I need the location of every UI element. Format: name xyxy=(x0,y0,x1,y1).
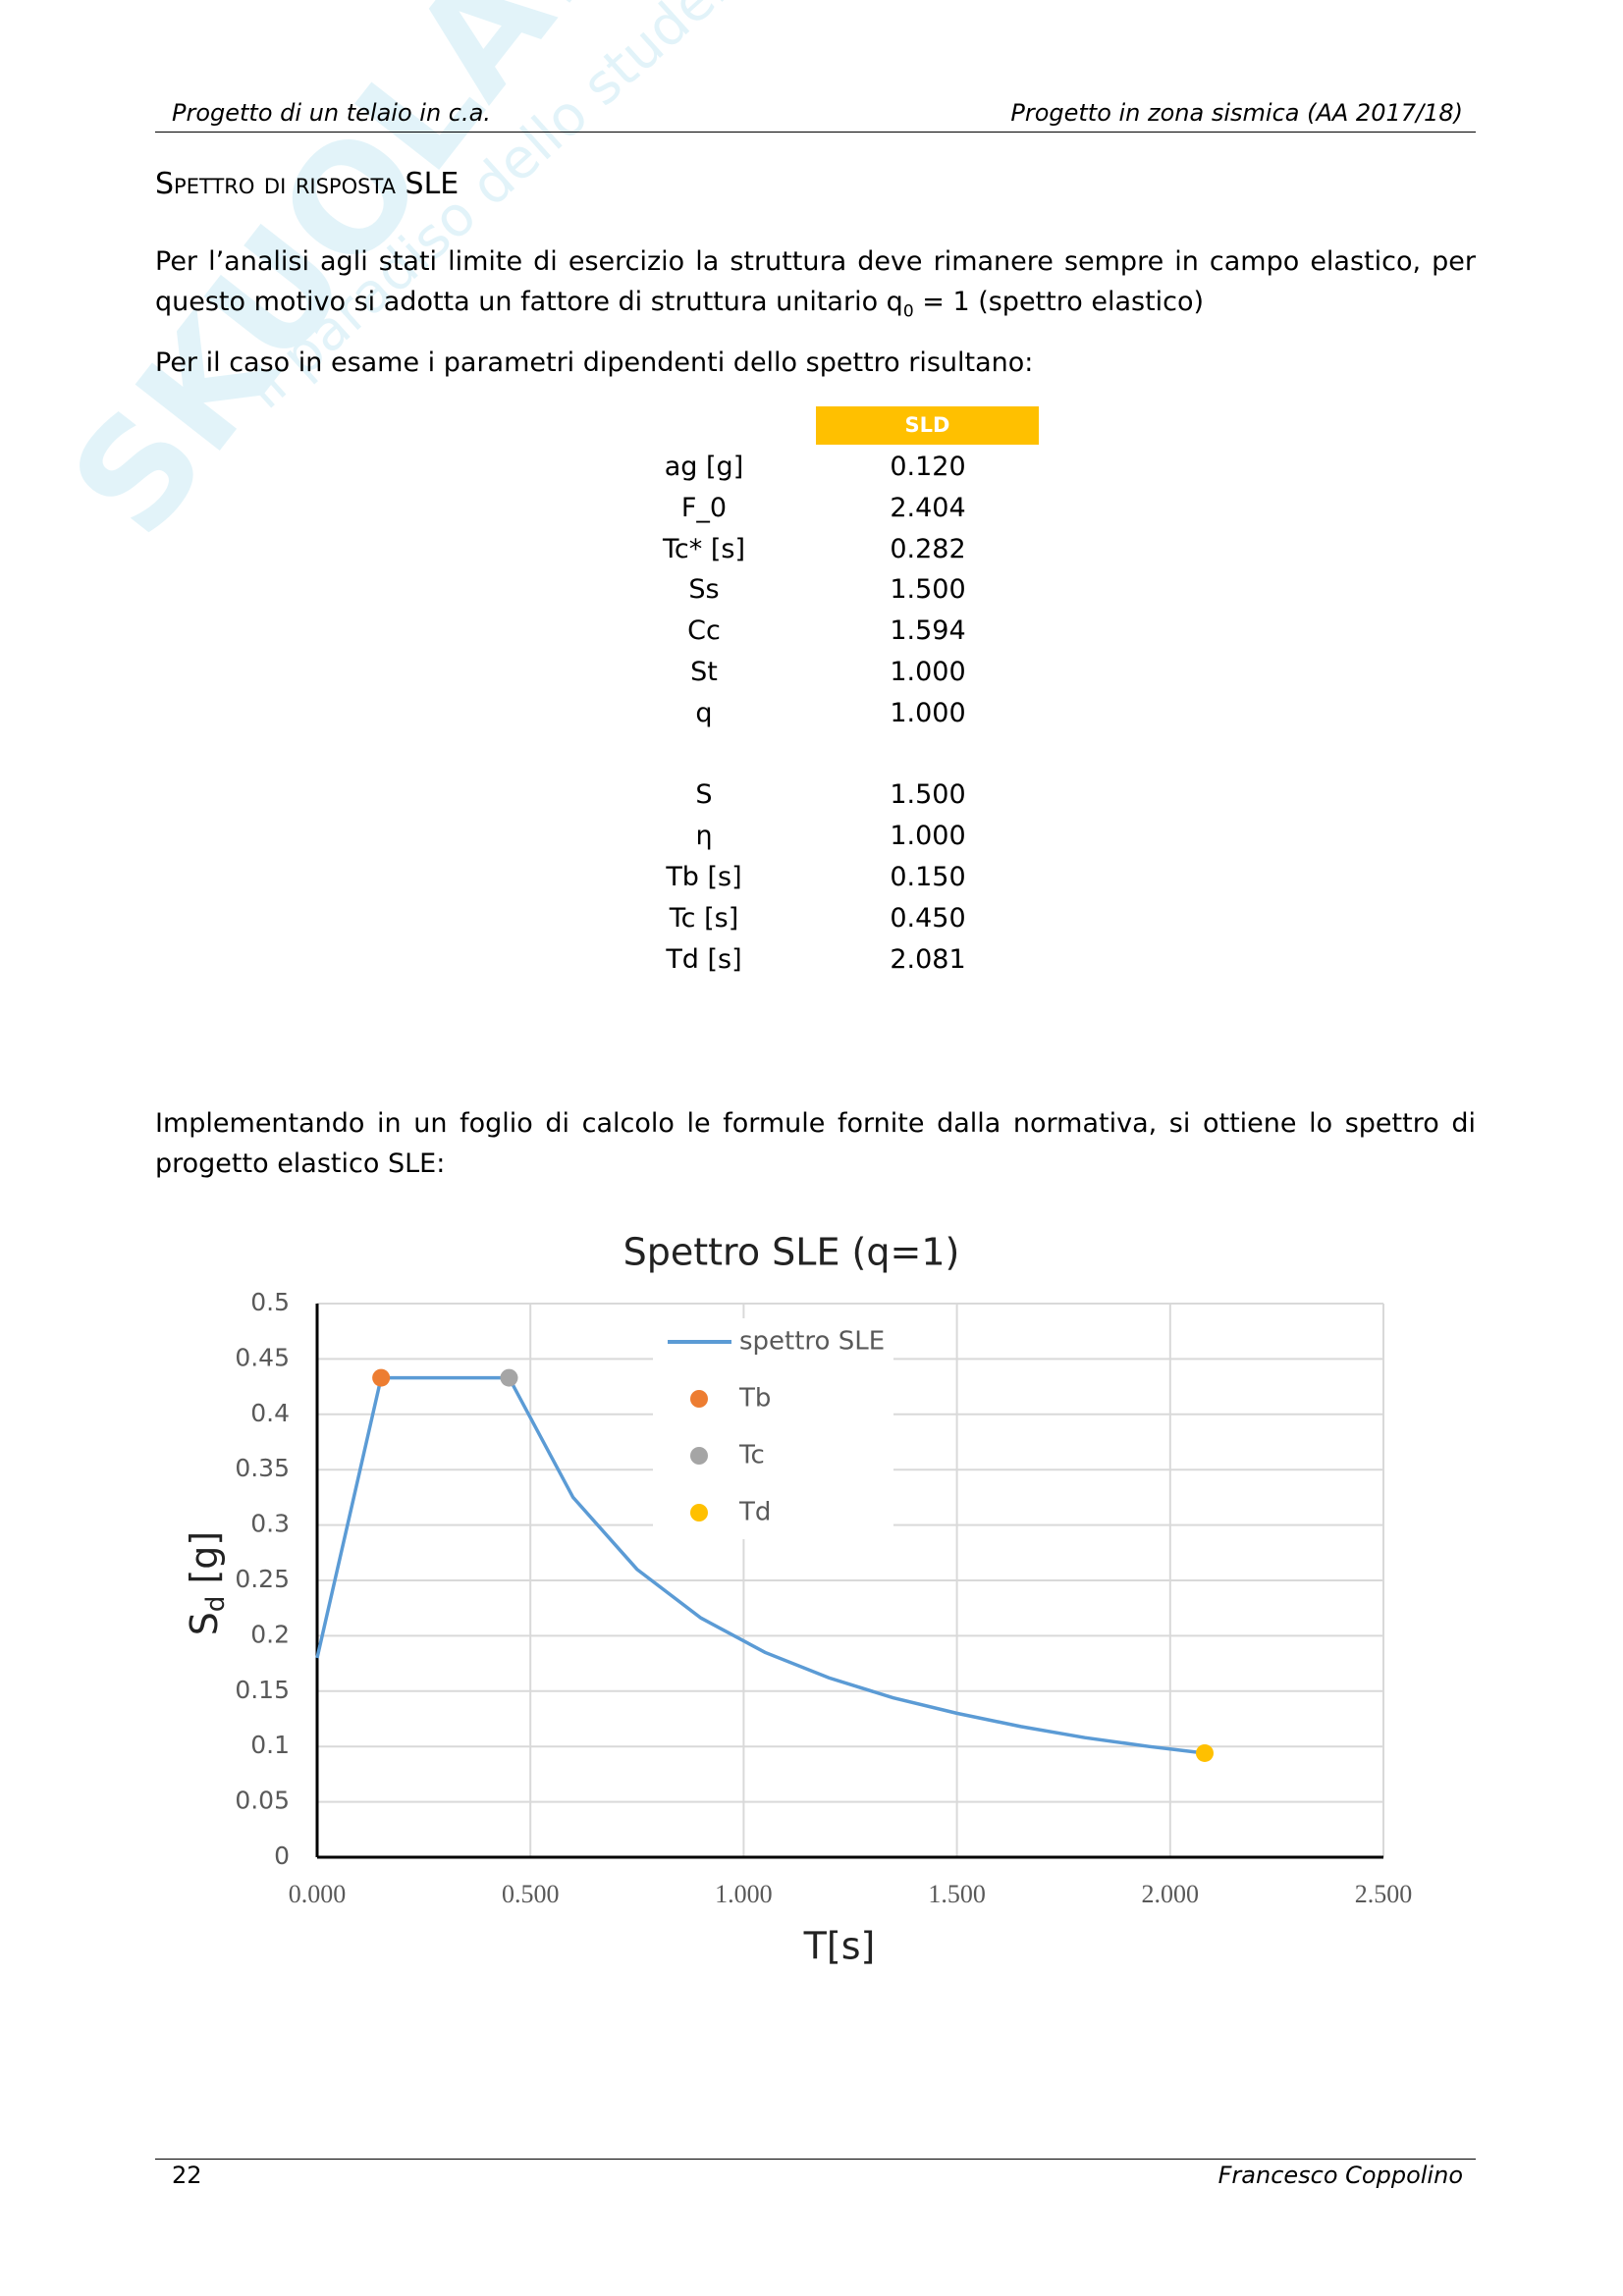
legend xyxy=(653,1318,893,1539)
header-left: Progetto di un telaio in c.a. xyxy=(172,99,491,127)
table-label: Ss xyxy=(688,574,720,606)
paragraph: Implementando in un foglio di calcolo le… xyxy=(155,1108,1476,1179)
table-value: 1.000 xyxy=(890,697,966,728)
table-header: SLD xyxy=(816,406,1039,445)
y-tick-label: 0 xyxy=(274,1842,290,1870)
x-tick-label: 1.000 xyxy=(715,1880,773,1908)
table-value: 0.282 xyxy=(890,533,966,564)
y-tick-label: 0.25 xyxy=(235,1565,290,1593)
y-tick-label: 0.4 xyxy=(250,1399,290,1427)
legend-label: Tc xyxy=(738,1441,765,1470)
paragraph-text: Per l’analisi agli stati limite di eserc… xyxy=(155,246,1476,317)
section-title: Spettro di risposta SLE xyxy=(155,167,460,201)
y-axis-title: Sd [g] xyxy=(183,1531,231,1636)
table-value: 1.594 xyxy=(890,615,966,647)
y-tick-label: 0.05 xyxy=(235,1787,290,1815)
y-tick-label: 0.35 xyxy=(235,1454,290,1482)
y-axis-title-part: [g] xyxy=(183,1531,226,1596)
legend-swatch xyxy=(690,1447,708,1465)
table-label: Td [s] xyxy=(666,943,742,975)
table-label: q xyxy=(695,697,713,728)
table-value: 2.081 xyxy=(890,943,966,975)
footer-rule xyxy=(155,2159,1476,2160)
header-rule xyxy=(155,132,1476,133)
x-tick-label: 0.500 xyxy=(502,1880,560,1908)
table-value: 0.450 xyxy=(890,902,966,934)
legend-label: Td xyxy=(738,1498,771,1527)
table-label: Cc xyxy=(687,615,721,647)
y-axis-title-part: S xyxy=(183,1612,226,1635)
table-value: 0.120 xyxy=(890,452,966,482)
table-label: Tc [s] xyxy=(669,902,739,934)
x-tick-label: 0.000 xyxy=(289,1880,347,1908)
table-value: 1.500 xyxy=(890,779,966,811)
header-right: Progetto in zona sismica (AA 2017/18) xyxy=(1010,99,1463,127)
y-tick-label: 0.45 xyxy=(235,1343,290,1371)
page-number: 22 xyxy=(172,2162,202,2189)
paragraph: Per il caso in esame i parametri dipende… xyxy=(155,347,1034,378)
table-value: 2.404 xyxy=(890,492,966,523)
table-value: 1.500 xyxy=(890,574,966,606)
y-tick-label: 0.5 xyxy=(250,1288,290,1316)
x-tick-label: 2.500 xyxy=(1355,1880,1413,1908)
table-label: St xyxy=(690,657,718,687)
x-tick-label: 2.000 xyxy=(1142,1880,1200,1908)
legend-label: spettro SLE xyxy=(739,1327,885,1357)
table-label: ag [g] xyxy=(664,452,744,482)
subscript: 0 xyxy=(902,301,914,322)
point xyxy=(372,1368,391,1387)
y-tick-label: 0.1 xyxy=(250,1731,290,1759)
line xyxy=(315,1375,1206,1755)
table-value: 1.000 xyxy=(890,821,966,852)
y-tick-label: 0.15 xyxy=(235,1676,290,1704)
legend-swatch xyxy=(690,1390,708,1408)
paragraph: Per l’analisi agli stati limite di eserc… xyxy=(155,241,1476,332)
table-label: η xyxy=(695,821,713,852)
legend-label: Tb xyxy=(738,1384,771,1414)
table-label: Tc* [s] xyxy=(663,533,745,564)
point xyxy=(1195,1743,1214,1762)
x-tick-label: 1.500 xyxy=(928,1880,986,1908)
paragraph-text: = 1 (spettro elastico) xyxy=(913,287,1205,317)
table-value: 0.150 xyxy=(890,862,966,892)
point xyxy=(500,1368,518,1387)
table-label: F_0 xyxy=(680,492,728,523)
footer-author: Francesco Coppolino xyxy=(1217,2162,1463,2189)
x-axis-title: T[s] xyxy=(803,1925,876,1968)
chart-title: Spettro SLE (q=1) xyxy=(623,1231,960,1274)
table-label: S xyxy=(695,779,713,811)
table-label: Tb [s] xyxy=(666,862,742,892)
y-axis-title-sub: d xyxy=(201,1596,231,1613)
legend-swatch xyxy=(690,1504,708,1522)
y-tick-label: 0.3 xyxy=(250,1510,290,1538)
table-value: 1.000 xyxy=(890,657,966,687)
y-tick-label: 0.2 xyxy=(250,1620,290,1648)
